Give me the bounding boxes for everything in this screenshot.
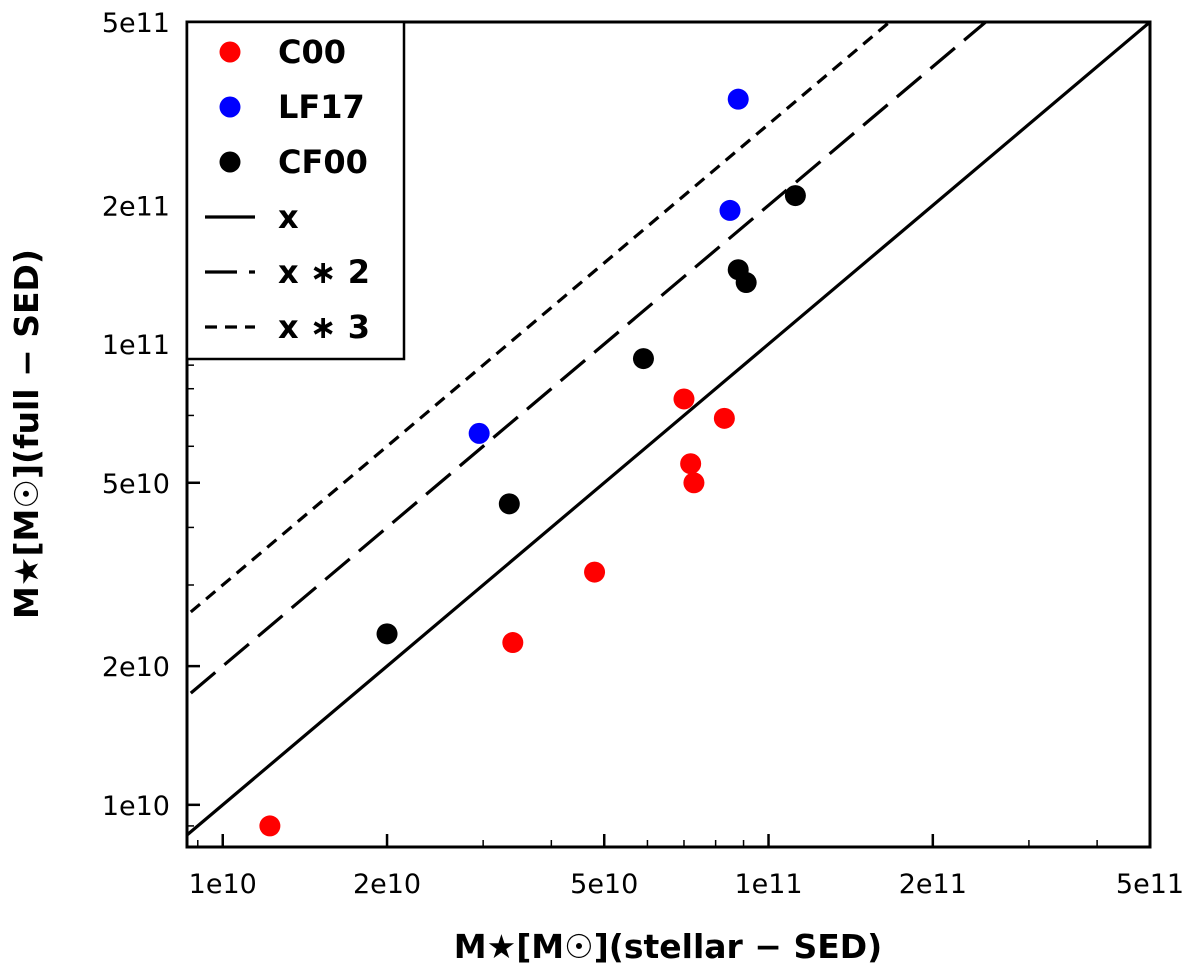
point-cf00-1 [376, 623, 398, 645]
legend: C00 LF17 CF00 x x ∗ 2 x ∗ 3 [185, 20, 406, 361]
legend-entry-1: C00 [219, 33, 346, 71]
x-axis: 1e10 2e10 5e10 1e11 2e11 5e11 [189, 834, 1184, 900]
y-tick-label-6: 5e11 [102, 8, 170, 39]
legend-entry-6: x ∗ 3 [205, 308, 370, 346]
point-c00-5 [680, 453, 702, 475]
plot-area [187, 22, 1150, 838]
y-tick-label-1: 1e10 [102, 791, 170, 822]
legend-entry-2: LF17 [219, 88, 365, 126]
legend-label-3: CF00 [278, 143, 368, 181]
point-c00-7 [713, 407, 735, 429]
legend-box [185, 20, 406, 361]
legend-label-6: x ∗ 3 [278, 308, 370, 346]
point-lf17-3 [727, 88, 749, 110]
x-tick-label-4: 1e11 [734, 869, 802, 900]
series-cf00 [376, 185, 806, 645]
legend-label-5: x ∗ 2 [278, 253, 370, 291]
point-cf00-6 [784, 185, 806, 207]
point-cf00-3 [632, 348, 654, 370]
x-tick-label-3: 5e10 [570, 869, 638, 900]
y-tick-label-2: 2e10 [102, 652, 170, 683]
reference-line-3 [187, 22, 893, 618]
point-c00-6 [683, 472, 705, 494]
x-tick-label-5: 2e11 [899, 869, 967, 900]
y-axis-label: M★[M☉](full − SED) [7, 249, 46, 619]
point-cf00-5 [735, 272, 757, 294]
point-cf00-2 [498, 493, 520, 515]
x-tick-label-1: 1e10 [189, 869, 257, 900]
legend-entry-5: x ∗ 2 [205, 253, 370, 291]
legend-label-4: x [278, 198, 299, 236]
reference-line-1 [187, 22, 1150, 838]
legend-marker-3 [219, 151, 241, 173]
legend-label-1: C00 [278, 33, 346, 71]
x-tick-label-6: 5e11 [1116, 869, 1184, 900]
y-tick-label-5: 2e11 [102, 191, 170, 222]
plot-content [187, 22, 1150, 838]
legend-entry-4: x [205, 198, 299, 236]
legend-marker-1 [219, 41, 241, 63]
point-c00-2 [502, 632, 524, 654]
y-tick-label-3: 5e10 [102, 469, 170, 500]
x-axis-label: M★[M☉](stellar − SED) [454, 927, 882, 966]
legend-marker-2 [219, 96, 241, 118]
x-tick-label-2: 2e10 [353, 869, 421, 900]
y-tick-label-4: 1e11 [102, 330, 170, 361]
legend-label-2: LF17 [278, 88, 365, 126]
point-c00-1 [259, 815, 281, 837]
reference-line-2 [187, 22, 989, 699]
series-c00 [259, 388, 735, 837]
point-c00-4 [673, 388, 695, 410]
series-lf17 [468, 88, 749, 444]
point-c00-3 [584, 561, 606, 583]
y-axis: 1e10 2e10 5e10 1e11 2e11 5e11 [102, 8, 200, 827]
legend-entry-3: CF00 [219, 143, 368, 181]
point-lf17-1 [468, 422, 490, 444]
plot-frame [185, 20, 1152, 849]
point-lf17-2 [719, 199, 741, 221]
